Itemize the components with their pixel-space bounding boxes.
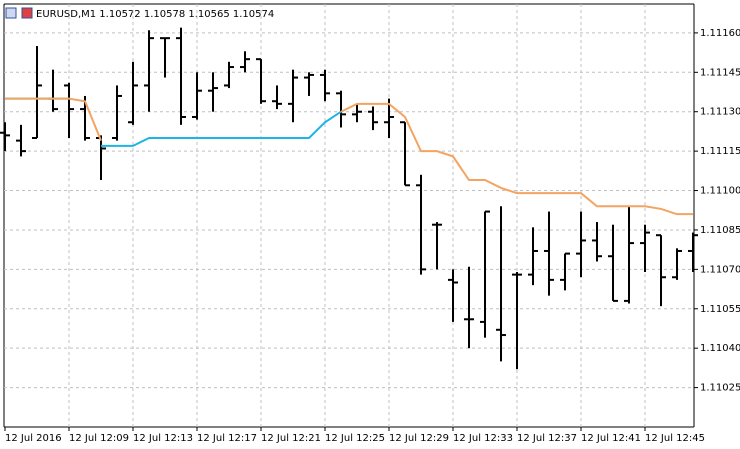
y-tick-label: 1.11115 [700,146,740,157]
ohlc-bar [640,224,650,272]
ohlc-bar [256,58,266,104]
ohlc-bar [368,106,378,131]
ohlc-bar [656,234,666,307]
ohlc-bar [112,85,122,141]
y-tick-label: 1.11100 [700,186,740,197]
x-tick-label: 12 Jul 12:37 [517,433,577,444]
y-tick-label: 1.11160 [700,28,740,39]
ohlc-bar [224,61,234,89]
ohlc-bar [448,269,458,322]
ohlc-bar [272,85,282,110]
chart-title: EURUSD,M1 1.10572 1.10578 1.10565 1.1057… [36,9,274,20]
ohlc-bar [608,224,618,302]
symbol-icons [5,7,33,19]
y-tick-label: 1.11130 [700,107,740,118]
ohlc-bar [688,232,698,272]
ohlc-bar [560,252,570,291]
ohlc-bar [128,61,138,125]
ohlc-bar [496,206,506,362]
ohlc-bar [288,69,298,123]
x-tick-label: 12 Jul 12:17 [197,433,257,444]
ohlc-bar [16,124,26,157]
ohlc-bar [416,174,426,275]
indicator-line [5,97,102,141]
ohlc-bar [176,27,186,125]
ohlc-bar [192,72,202,120]
y-tick-label: 1.11145 [700,67,740,78]
y-tick-label: 1.11085 [700,225,740,236]
ohlc-bar [480,210,490,338]
x-tick-label: 12 Jul 12:13 [133,433,193,444]
y-tick-label: 1.11070 [700,264,740,275]
ohlc-bar [208,72,218,112]
ohlc-bar [464,266,474,349]
x-tick-label: 12 Jul 12:25 [325,433,385,444]
x-tick-label: 12 Jul 12:21 [261,433,321,444]
x-tick-label: 12 Jul 2016 [5,433,62,444]
ohlc-bar [400,121,410,187]
ohlc-bar [672,248,682,280]
indicator-line [340,102,693,216]
icon [5,7,17,19]
ohlc-bar [592,222,602,262]
ohlc-bar [528,227,538,286]
ohlc-bar [336,90,346,128]
ohlc-bar [160,37,170,78]
ohlc-bar [240,51,250,73]
x-tick-label: 12 Jul 12:29 [389,433,449,444]
indicator-line [101,110,342,147]
ohlc-bar [512,271,522,370]
x-tick-label: 12 Jul 12:45 [645,433,705,444]
x-tick-label: 12 Jul 12:33 [453,433,513,444]
ohlc-bar [432,222,442,270]
ohlc-bar [384,98,394,138]
ohlc-bar [544,211,554,296]
y-tick-label: 1.11055 [700,304,740,315]
ohlc-bar [144,30,154,112]
ohlc-bar [64,82,74,138]
ohlc-bar [320,69,330,102]
ohlc-bar [624,206,634,304]
ohlc-bar [32,46,42,139]
ohlc-bar [0,122,10,152]
ohlc-bar [576,211,586,278]
y-tick-label: 1.11025 [700,383,740,394]
ohlc-bar [352,103,362,123]
x-tick-label: 12 Jul 12:09 [69,433,129,444]
y-tick-label: 1.11040 [700,343,740,354]
icon [21,7,33,19]
ohlc-bar [304,72,314,96]
x-tick-label: 12 Jul 12:41 [581,433,641,444]
